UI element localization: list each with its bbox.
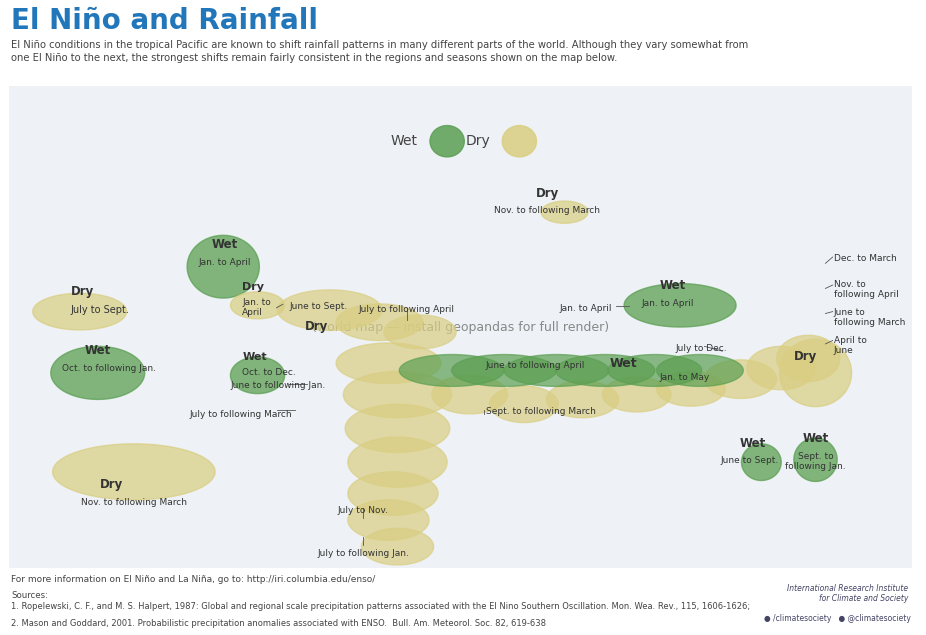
Text: Dry: Dry bbox=[70, 285, 94, 298]
Text: Oct. to following Jan.: Oct. to following Jan. bbox=[62, 364, 156, 373]
Ellipse shape bbox=[430, 126, 464, 157]
Polygon shape bbox=[603, 377, 671, 412]
Polygon shape bbox=[336, 343, 441, 384]
Polygon shape bbox=[624, 284, 736, 327]
Polygon shape bbox=[504, 354, 608, 386]
Text: June to following April: June to following April bbox=[485, 361, 584, 370]
Polygon shape bbox=[348, 472, 438, 515]
Text: Jan. to April: Jan. to April bbox=[641, 299, 694, 308]
Text: Sources:: Sources: bbox=[11, 591, 48, 600]
Text: Dry: Dry bbox=[794, 351, 818, 363]
Text: Dry: Dry bbox=[243, 283, 264, 292]
Text: Dry: Dry bbox=[466, 134, 491, 148]
Polygon shape bbox=[348, 500, 429, 540]
Polygon shape bbox=[747, 346, 816, 390]
Text: Wet: Wet bbox=[803, 432, 829, 445]
Text: June to
following March: June to following March bbox=[833, 308, 905, 327]
Polygon shape bbox=[345, 404, 450, 453]
Text: April to
June: April to June bbox=[833, 336, 867, 355]
Text: Wet: Wet bbox=[740, 437, 767, 450]
Text: El Niño conditions in the tropical Pacific are known to shift rainfall patterns : El Niño conditions in the tropical Pacif… bbox=[11, 39, 748, 63]
Ellipse shape bbox=[502, 126, 536, 157]
Polygon shape bbox=[336, 304, 423, 340]
Text: Wet: Wet bbox=[659, 279, 685, 292]
Text: Wet: Wet bbox=[609, 357, 637, 370]
Text: Jan. to April: Jan. to April bbox=[560, 304, 612, 313]
Polygon shape bbox=[556, 354, 655, 386]
Polygon shape bbox=[51, 346, 144, 399]
Text: July to following March: July to following March bbox=[190, 410, 293, 419]
Text: June to Sept.: June to Sept. bbox=[720, 457, 779, 465]
Polygon shape bbox=[794, 438, 837, 481]
Polygon shape bbox=[490, 386, 558, 422]
Polygon shape bbox=[344, 371, 452, 418]
Polygon shape bbox=[657, 354, 744, 386]
Text: Jan. to
April: Jan. to April bbox=[243, 298, 271, 318]
Text: Jan. to April: Jan. to April bbox=[199, 258, 251, 267]
Text: July to Dec.: July to Dec. bbox=[676, 344, 727, 354]
FancyBboxPatch shape bbox=[9, 86, 912, 568]
Polygon shape bbox=[187, 236, 259, 298]
Polygon shape bbox=[742, 444, 782, 481]
Polygon shape bbox=[231, 357, 284, 394]
Polygon shape bbox=[399, 354, 504, 386]
Polygon shape bbox=[53, 444, 215, 500]
Text: ● /climatesociety   ● @climatesociety: ● /climatesociety ● @climatesociety bbox=[764, 613, 911, 623]
Text: July to Nov.: July to Nov. bbox=[338, 505, 389, 514]
Text: Oct. to Dec.: Oct. to Dec. bbox=[243, 368, 296, 377]
Text: Dry: Dry bbox=[536, 187, 559, 199]
Text: 2. Mason and Goddard, 2001. Probabilistic precipitation anomalies associated wit: 2. Mason and Goddard, 2001. Probabilisti… bbox=[11, 618, 546, 627]
Text: July to Sept.: July to Sept. bbox=[70, 305, 130, 316]
Polygon shape bbox=[541, 201, 588, 224]
Text: For more information on El Niño and La Niña, go to: http://iri.columbia.edu/enso: For more information on El Niño and La N… bbox=[11, 575, 375, 584]
Text: Nov. to following March: Nov. to following March bbox=[494, 206, 600, 215]
Text: Jan. to May: Jan. to May bbox=[659, 373, 709, 382]
Text: July to following April: July to following April bbox=[358, 305, 455, 314]
Text: June to Sept.: June to Sept. bbox=[289, 302, 347, 311]
Text: El Niño and Rainfall: El Niño and Rainfall bbox=[11, 6, 319, 34]
Text: Wet: Wet bbox=[243, 352, 267, 362]
Text: Wet: Wet bbox=[84, 344, 110, 357]
Text: 1. Ropelewski, C. F., and M. S. Halpert, 1987: Global and regional scale precipi: 1. Ropelewski, C. F., and M. S. Halpert,… bbox=[11, 602, 750, 611]
Text: Sept. to
following Jan.: Sept. to following Jan. bbox=[785, 451, 845, 471]
Polygon shape bbox=[546, 381, 619, 418]
Polygon shape bbox=[705, 360, 777, 398]
Text: Dry: Dry bbox=[305, 319, 328, 333]
Polygon shape bbox=[657, 371, 725, 406]
Polygon shape bbox=[780, 339, 852, 406]
Text: July to following Jan.: July to following Jan. bbox=[318, 549, 409, 558]
Text: International Research Institute
for Climate and Society: International Research Institute for Cli… bbox=[787, 584, 907, 603]
Polygon shape bbox=[777, 335, 840, 382]
Polygon shape bbox=[348, 437, 447, 487]
Polygon shape bbox=[361, 528, 433, 565]
Text: Nov. to following March: Nov. to following March bbox=[81, 498, 187, 507]
Text: Dry: Dry bbox=[100, 478, 123, 491]
Polygon shape bbox=[384, 315, 457, 349]
Text: Dec. to March: Dec. to March bbox=[833, 253, 896, 263]
Text: Sept. to following March: Sept. to following March bbox=[486, 407, 595, 416]
Polygon shape bbox=[607, 354, 702, 386]
Text: June to following Jan.: June to following Jan. bbox=[231, 381, 326, 390]
Polygon shape bbox=[432, 375, 507, 414]
Text: (world map — install geopandas for full render): (world map — install geopandas for full … bbox=[312, 321, 609, 333]
Polygon shape bbox=[452, 354, 557, 386]
Text: Nov. to
following April: Nov. to following April bbox=[833, 280, 898, 299]
Text: Wet: Wet bbox=[391, 134, 418, 148]
Text: Wet: Wet bbox=[211, 237, 238, 251]
Polygon shape bbox=[278, 290, 382, 330]
Polygon shape bbox=[32, 293, 127, 330]
Polygon shape bbox=[231, 292, 284, 319]
